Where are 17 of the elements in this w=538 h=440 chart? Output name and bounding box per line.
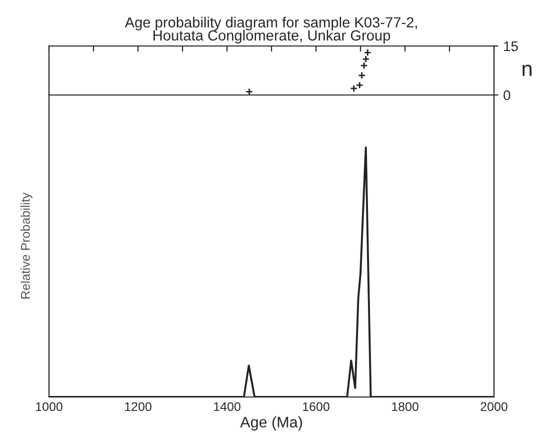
point <box>364 48 372 56</box>
x-tick-label: 1400 <box>214 402 240 412</box>
point <box>362 55 370 63</box>
x-tick-label: 1200 <box>125 402 152 412</box>
x-tick-label: 1000 <box>36 402 62 412</box>
x-tick-label: 1600 <box>303 402 330 412</box>
x-tick-label: 2000 <box>480 402 508 412</box>
x-axis-title: Age (Ma) <box>240 416 302 431</box>
point <box>245 88 254 95</box>
point <box>358 72 366 80</box>
y-axis-title: n <box>522 64 532 76</box>
x-tick-label: 1800 <box>392 402 418 412</box>
chart-title: Age probability diagram for sample K03-77-2, Houtata Conglomerate, Unkar Group <box>124 16 417 44</box>
y-tick-label: 0 <box>504 90 510 100</box>
y-tick-label: 15 <box>504 41 518 52</box>
point <box>360 62 368 70</box>
y-axis-title: Relative Probability <box>20 192 32 298</box>
